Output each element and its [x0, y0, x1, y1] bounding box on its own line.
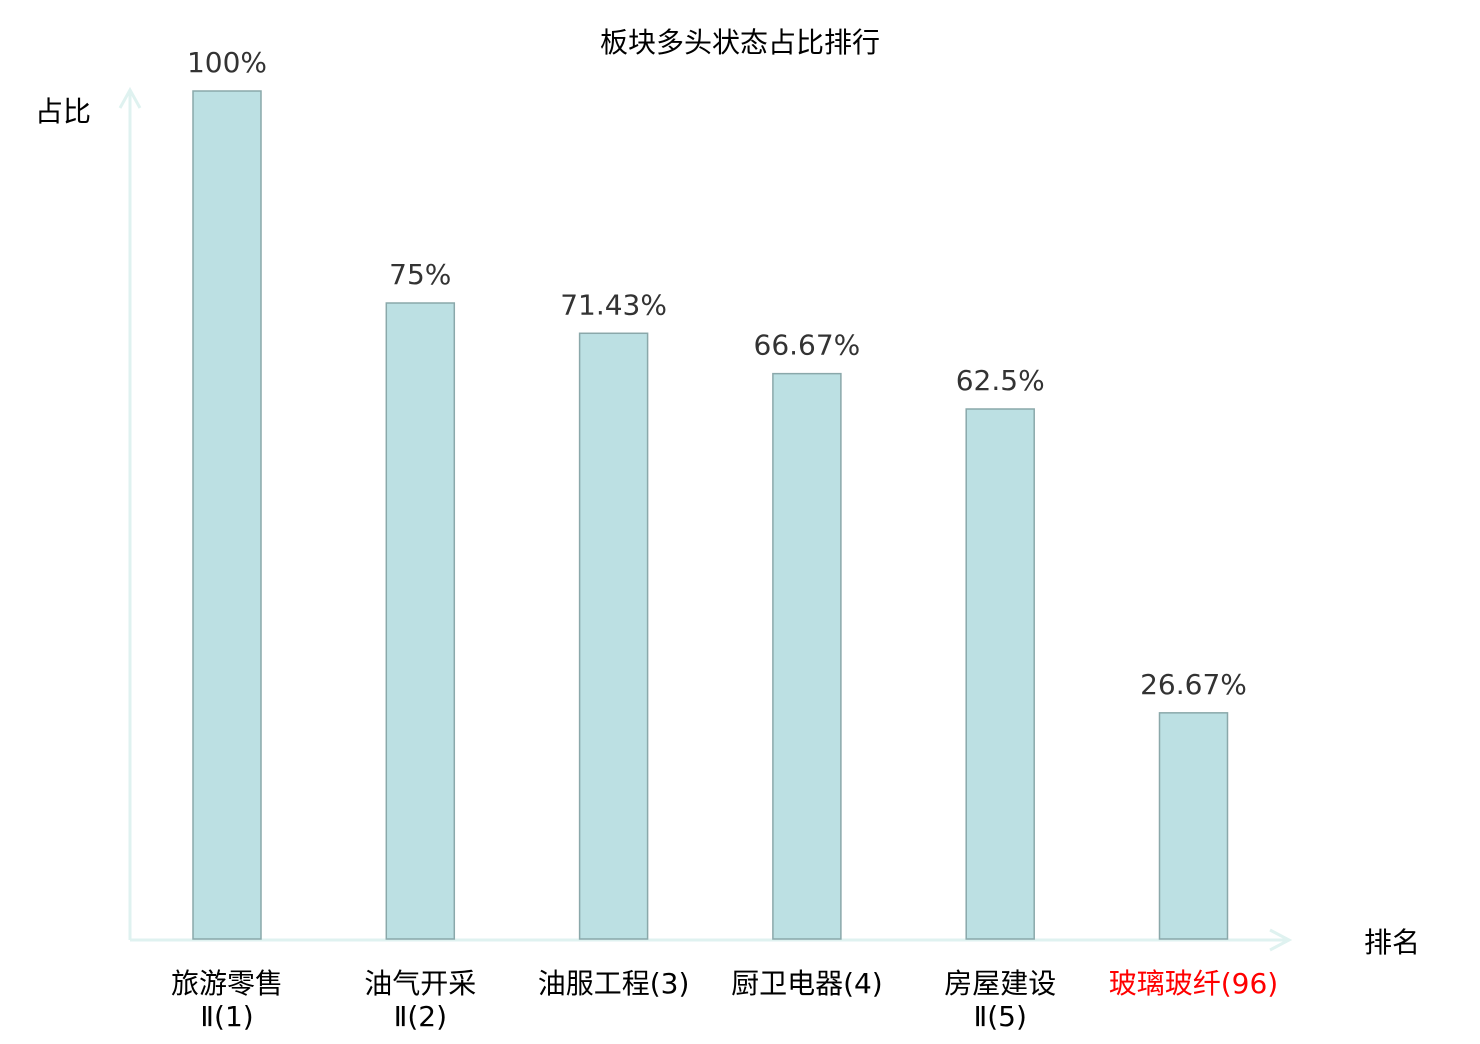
data-label: 100%: [187, 46, 267, 79]
x-tick-label: Ⅱ(1): [200, 1000, 253, 1033]
data-label: 62.5%: [956, 364, 1045, 397]
x-tick-label: 旅游零售: [171, 967, 283, 1000]
y-axis-arrow-icon: [118, 86, 142, 109]
bar: [385, 302, 456, 940]
bar: [192, 90, 262, 940]
x-tick-label: Ⅱ(2): [394, 1000, 447, 1033]
x-axis-arrow-icon: [1269, 928, 1293, 952]
bar: [578, 332, 649, 940]
bar: [772, 372, 842, 940]
data-label: 26.67%: [1140, 668, 1247, 701]
x-tick-label: 油气开采: [364, 967, 476, 1000]
x-tick-label: Ⅱ(5): [973, 1000, 1026, 1033]
data-label: 71.43%: [560, 288, 667, 321]
x-tick-label: 房屋建设: [944, 967, 1056, 1000]
bar: [1158, 712, 1229, 940]
x-tick-label: 油服工程(3): [538, 967, 690, 1000]
x-axis-label: 排名: [1364, 926, 1420, 959]
y-axis-label: 占比: [35, 95, 91, 128]
x-tick-label: 玻璃玻纤(96): [1109, 967, 1278, 1000]
bar: [965, 408, 1035, 940]
data-label: 66.67%: [754, 329, 861, 362]
axes: [118, 86, 1293, 952]
x-tick-label: 厨卫电器(4): [731, 967, 883, 1000]
chart-title: 板块多头状态占比排行: [600, 26, 880, 59]
data-label: 75%: [389, 258, 451, 291]
